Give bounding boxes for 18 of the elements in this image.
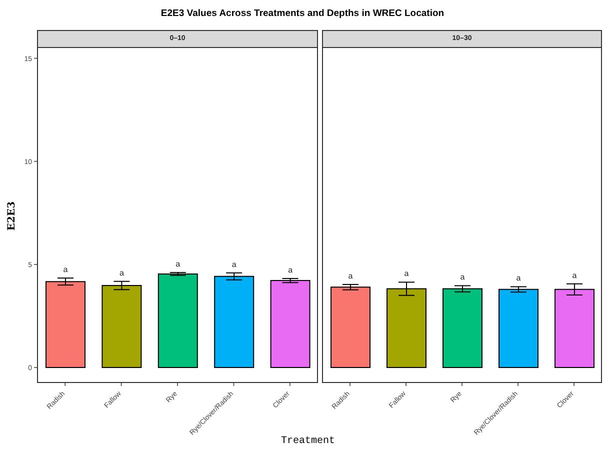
data-label: a bbox=[348, 271, 354, 280]
bar bbox=[158, 273, 198, 368]
data-label: a bbox=[404, 269, 410, 278]
x-axis-title: Treatment bbox=[280, 436, 336, 447]
data-label: a bbox=[572, 270, 578, 280]
y-axis-title: E2E3 bbox=[6, 200, 18, 230]
data-label: a bbox=[119, 268, 124, 278]
bar bbox=[214, 276, 254, 368]
bar bbox=[270, 280, 310, 368]
chart-title: E2E3 Values Across Treatments and Depths in WREC Location bbox=[160, 8, 446, 19]
data-label: a bbox=[288, 265, 294, 274]
bar bbox=[46, 281, 86, 368]
data-label: a bbox=[63, 265, 68, 274]
data-label: a bbox=[232, 260, 237, 269]
data-label: a bbox=[460, 272, 466, 282]
bar bbox=[102, 284, 142, 368]
data-label: a bbox=[176, 260, 181, 268]
data-label: a bbox=[516, 274, 522, 283]
